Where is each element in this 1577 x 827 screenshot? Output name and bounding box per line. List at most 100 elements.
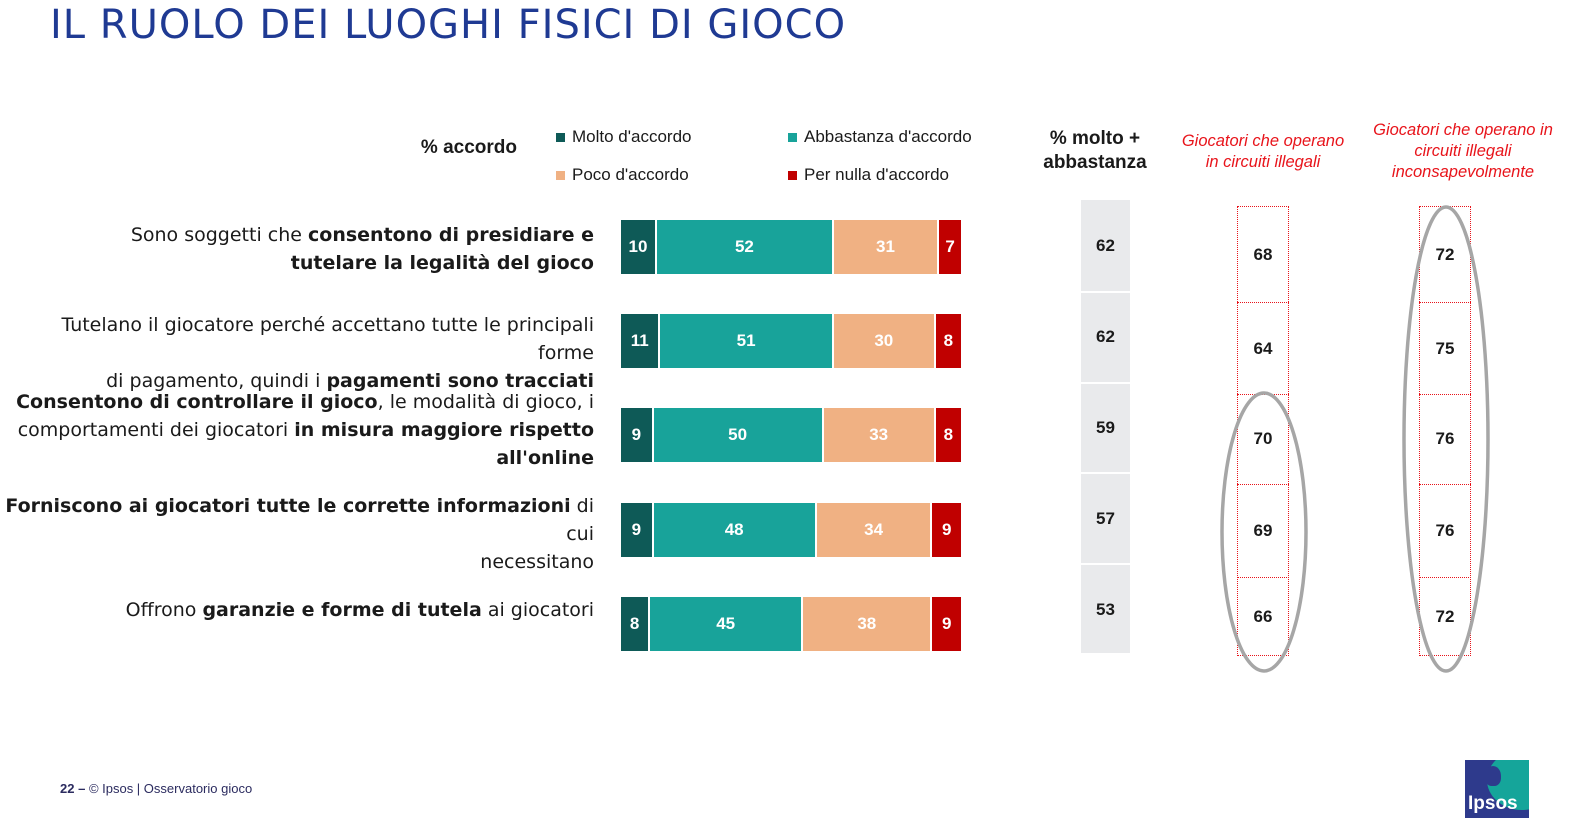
inconsapevoli-header-line1: Giocatori che operano in bbox=[1373, 121, 1553, 139]
bar-value-label: 33 bbox=[869, 425, 889, 444]
bar-segment-molto: 8 bbox=[621, 597, 649, 651]
bar-segment-per-nulla: 8 bbox=[933, 314, 961, 368]
row-label-line: comportamenti dei giocatori in misura ma… bbox=[0, 416, 594, 444]
bar-value-label: 50 bbox=[728, 425, 748, 444]
row-label-3: Consentono di controllare il gioco, le m… bbox=[0, 388, 594, 472]
illegali-value: 66 bbox=[1253, 607, 1273, 626]
illegali-column-header: Giocatori che operano in circuiti illega… bbox=[1163, 131, 1363, 173]
legend-label-molto: Molto d'accordo bbox=[572, 127, 692, 146]
total-value: 57 bbox=[1096, 509, 1115, 528]
bar-segment-per-nulla: 9 bbox=[930, 503, 961, 557]
bar-value-label: 11 bbox=[630, 331, 649, 350]
bar-value-label: 8 bbox=[629, 614, 640, 633]
inconsapevoli-value: 75 bbox=[1435, 339, 1455, 358]
bar-value-label: 51 bbox=[736, 331, 756, 350]
totals-separator bbox=[1081, 563, 1130, 565]
accordo-label: % accordo bbox=[420, 137, 517, 158]
legend-item-poco: Poco d'accordo bbox=[556, 165, 689, 185]
logo-text: Ipsos bbox=[1468, 793, 1518, 814]
row-label-text: Sono soggetti che bbox=[130, 224, 308, 246]
stacked-bar-1: 10 52 31 7 bbox=[621, 220, 961, 274]
illegali-box-separator bbox=[1237, 484, 1289, 485]
bar-segment-abbastanza: 48 bbox=[651, 503, 815, 557]
row-label-bold-text: all'online bbox=[496, 447, 594, 469]
inconsapevoli-header-line2: circuiti illegali bbox=[1414, 142, 1512, 160]
inconsapevoli-value: 72 bbox=[1435, 607, 1455, 626]
legend-swatch-molto bbox=[556, 132, 565, 142]
row-label-line: tutelare la legalità del gioco bbox=[0, 249, 594, 277]
bar-segment-per-nulla: 9 bbox=[930, 597, 961, 651]
legend-item-per-nulla: Per nulla d'accordo bbox=[788, 165, 949, 185]
row-label-line: Tutelano il giocatore perché accettano t… bbox=[0, 311, 594, 367]
stacked-bar-2: 11 51 30 8 bbox=[621, 314, 961, 368]
legend-swatch-per-nulla bbox=[788, 170, 797, 180]
bar-segment-per-nulla: 7 bbox=[937, 220, 961, 274]
illegali-header-line2: in circuiti illegali bbox=[1205, 153, 1321, 171]
row-label-5: Offrono garanzie e forme di tutela ai gi… bbox=[0, 596, 594, 624]
total-value: 59 bbox=[1096, 418, 1115, 437]
page-title: IL RUOLO DEI LUOGHI FISICI DI GIOCO bbox=[50, 2, 847, 48]
bar-value-label: 10 bbox=[628, 237, 648, 256]
illegali-value: 64 bbox=[1253, 339, 1273, 358]
total-column-header: % molto + abbastanza bbox=[1030, 127, 1160, 175]
row-label-line: Sono soggetti che consentono di presidia… bbox=[0, 221, 594, 249]
row-label-bold-text: consentono di presidiare e bbox=[308, 224, 594, 246]
bar-value-label: 31 bbox=[876, 237, 895, 256]
bar-segment-poco: 31 bbox=[831, 220, 938, 274]
row-label-2: Tutelano il giocatore perché accettano t… bbox=[0, 311, 594, 395]
illegali-value: 68 bbox=[1253, 245, 1273, 264]
bar-value-label: 9 bbox=[631, 425, 642, 444]
bar-value-label: 34 bbox=[864, 520, 884, 539]
legend-swatch-abbastanza bbox=[788, 132, 797, 142]
illegali-value: 70 bbox=[1253, 429, 1273, 448]
bar-segment-molto: 9 bbox=[621, 503, 652, 557]
illegali-box-separator bbox=[1237, 302, 1289, 303]
totals-separator bbox=[1081, 291, 1130, 293]
total-value: 62 bbox=[1096, 236, 1115, 255]
row-label-text: necessitano bbox=[480, 551, 594, 573]
bar-value-label: 9 bbox=[941, 614, 952, 633]
bar-value-label: 38 bbox=[857, 614, 877, 633]
inconsapevoli-box-separator bbox=[1419, 577, 1471, 578]
bar-segment-abbastanza: 45 bbox=[648, 597, 802, 651]
row-label-text: , le modalità di gioco, i bbox=[377, 391, 594, 413]
bar-segment-molto: 11 bbox=[621, 314, 659, 368]
row-label-line: Offrono garanzie e forme di tutela ai gi… bbox=[0, 596, 594, 624]
total-value: 53 bbox=[1096, 600, 1115, 619]
stacked-bar-4: 9 48 34 9 bbox=[621, 503, 961, 557]
footer: 22 – © Ipsos | Osservatorio gioco bbox=[60, 781, 252, 796]
illegali-dotted-box bbox=[1237, 206, 1289, 656]
row-label-bold-text: tutelare la legalità del gioco bbox=[290, 252, 594, 274]
bar-value-label: 52 bbox=[734, 237, 754, 256]
footer-text: © Ipsos | Osservatorio gioco bbox=[88, 781, 253, 796]
row-label-bold-text: Forniscono ai giocatori tutte le corrett… bbox=[5, 495, 571, 517]
legend-swatch-poco bbox=[556, 170, 565, 180]
bar-value-label: 48 bbox=[724, 520, 744, 539]
ipsos-logo: Ipsos bbox=[1465, 760, 1529, 818]
totals-column-background bbox=[1081, 200, 1130, 653]
row-label-line: Consentono di controllare il gioco, le m… bbox=[0, 388, 594, 416]
total-header-line1: % molto + bbox=[1049, 128, 1141, 149]
bar-segment-per-nulla: 8 bbox=[933, 408, 961, 462]
bar-value-label: 7 bbox=[945, 237, 955, 256]
inconsapevoli-value: 72 bbox=[1435, 245, 1455, 264]
bar-segment-abbastanza: 50 bbox=[651, 408, 822, 462]
highlight-oval-illegali bbox=[1220, 391, 1308, 673]
totals-separator bbox=[1081, 382, 1130, 384]
row-label-bold-text: in misura maggiore rispetto bbox=[294, 419, 594, 441]
row-label-4: Forniscono ai giocatori tutte le corrett… bbox=[0, 492, 594, 576]
bar-segment-abbastanza: 51 bbox=[658, 314, 832, 368]
legend-label-poco: Poco d'accordo bbox=[572, 165, 689, 184]
row-label-bold-text: pagamenti sono tracciati bbox=[326, 370, 594, 392]
inconsapevoli-box-separator bbox=[1419, 484, 1471, 485]
row-label-line: Forniscono ai giocatori tutte le corrett… bbox=[0, 492, 594, 548]
illegali-header-line1: Giocatori che operano bbox=[1181, 132, 1345, 150]
legend-item-abbastanza: Abbastanza d'accordo bbox=[788, 127, 972, 147]
total-value: 62 bbox=[1096, 327, 1115, 346]
inconsapevoli-value: 76 bbox=[1435, 429, 1455, 448]
bar-segment-poco: 33 bbox=[821, 408, 934, 462]
row-label-text: Tutelano il giocatore perché accettano t… bbox=[61, 314, 594, 364]
highlight-oval-inconsapevoli bbox=[1402, 205, 1490, 673]
inconsapevoli-header-line3: inconsapevolmente bbox=[1391, 163, 1535, 181]
